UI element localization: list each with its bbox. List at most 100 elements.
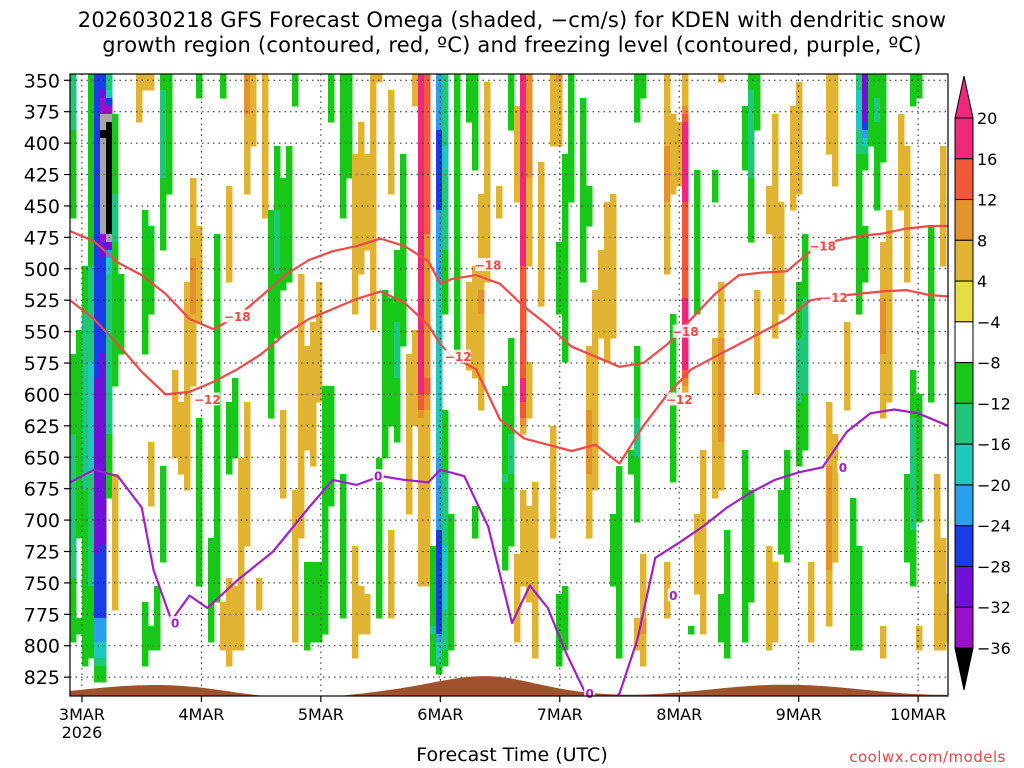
omega-cell: [418, 570, 425, 579]
omega-cell: [418, 266, 425, 275]
omega-cell: [802, 258, 809, 267]
omega-cell: [88, 378, 95, 387]
omega-cell: [616, 570, 623, 579]
omega-cell: [778, 282, 785, 291]
omega-cell: [76, 458, 83, 467]
omega-cell: [328, 434, 335, 443]
omega-cell: [340, 578, 347, 587]
omega-cell: [112, 514, 119, 523]
omega-cell: [940, 234, 947, 243]
omega-cell: [436, 354, 443, 363]
omega-cell: [82, 314, 89, 323]
omega-cell: [88, 434, 95, 443]
omega-cell: [508, 410, 515, 419]
omega-cell: [370, 146, 377, 155]
omega-cell: [244, 98, 251, 107]
omega-cell: [430, 554, 437, 563]
omega-cell: [100, 602, 107, 611]
omega-cell: [568, 122, 575, 131]
omega-cell: [502, 482, 509, 491]
omega-cell: [664, 178, 671, 187]
omega-cell: [418, 186, 425, 195]
omega-cell: [370, 314, 377, 323]
omega-cell: [508, 378, 515, 387]
omega-cell: [526, 506, 533, 515]
omega-cell: [724, 594, 731, 603]
omega-cell: [118, 290, 125, 299]
omega-cell: [358, 626, 365, 635]
omega-cell: [196, 314, 203, 323]
omega-cell: [664, 194, 671, 203]
omega-cell: [400, 162, 407, 171]
omega-cell: [352, 554, 359, 563]
omega-cell: [418, 114, 425, 123]
omega-cell: [142, 290, 149, 299]
omega-cell: [448, 594, 455, 603]
omega-cell: [340, 482, 347, 491]
omega-cell: [190, 250, 197, 259]
colorbar-band: [954, 565, 974, 608]
omega-cell: [484, 90, 491, 99]
omega-cell: [160, 226, 167, 235]
omega-cell: [214, 514, 221, 523]
omega-cell: [244, 114, 251, 123]
omega-cell: [286, 242, 293, 251]
omega-cell: [280, 210, 287, 219]
omega-cell: [232, 386, 239, 395]
omega-cell: [190, 258, 197, 267]
omega-cell: [790, 154, 797, 163]
omega-cell: [280, 418, 287, 427]
omega-cell: [520, 170, 527, 179]
omega-cell: [550, 466, 557, 475]
omega-cell: [274, 234, 281, 243]
omega-cell: [436, 410, 443, 419]
omega-cell: [418, 242, 425, 251]
omega-cell: [88, 154, 95, 163]
omega-cell: [436, 258, 443, 267]
omega-cell: [580, 202, 587, 211]
omega-cell: [424, 322, 431, 331]
omega-cell: [160, 522, 167, 531]
omega-cell: [592, 482, 599, 491]
omega-cell: [100, 546, 107, 555]
omega-cell: [472, 138, 479, 147]
omega-cell: [70, 138, 77, 147]
omega-cell: [712, 378, 719, 387]
omega-cell: [886, 394, 893, 403]
omega-cell: [142, 634, 149, 643]
omega-cell: [82, 562, 89, 571]
omega-cell: [274, 194, 281, 203]
omega-cell: [448, 538, 455, 547]
omega-cell: [322, 458, 329, 467]
omega-cell: [82, 394, 89, 403]
omega-cell: [766, 602, 773, 611]
omega-cell: [682, 162, 689, 171]
omega-cell: [88, 162, 95, 171]
omega-cell: [178, 442, 185, 451]
omega-cell: [406, 410, 413, 419]
omega-cell: [112, 482, 119, 491]
omega-cell: [556, 650, 563, 659]
omega-cell: [358, 594, 365, 603]
omega-cell: [880, 98, 887, 107]
omega-cell: [226, 402, 233, 411]
omega-cell: [298, 466, 305, 475]
omega-cell: [100, 498, 107, 507]
omega-cell: [316, 290, 323, 299]
omega-cell: [292, 506, 299, 515]
omega-cell: [94, 674, 101, 683]
omega-cell: [466, 282, 473, 291]
omega-cell: [388, 378, 395, 387]
contour-label-bg: [584, 686, 596, 700]
omega-cell: [208, 562, 215, 571]
omega-cell: [562, 354, 569, 363]
omega-cell: [190, 186, 197, 195]
omega-cell: [514, 602, 521, 611]
omega-cell: [118, 346, 125, 355]
omega-cell: [538, 298, 545, 307]
omega-cell: [382, 450, 389, 459]
omega-cell: [310, 434, 317, 443]
omega-cell: [268, 322, 275, 331]
omega-cell: [442, 538, 449, 547]
omega-cell: [70, 426, 77, 435]
